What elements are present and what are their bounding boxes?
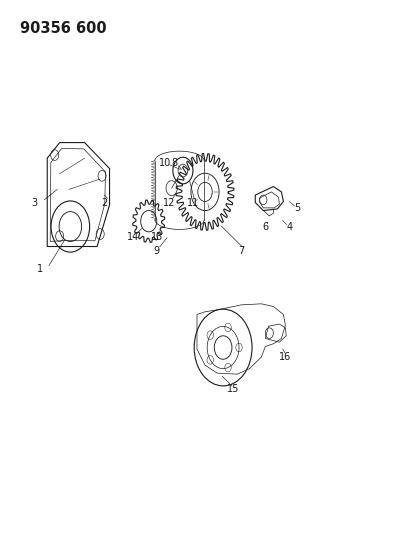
Text: 15: 15 [227, 384, 239, 394]
Text: 1: 1 [37, 264, 43, 274]
Text: 6: 6 [261, 222, 268, 231]
Text: 16: 16 [279, 352, 291, 362]
Text: 9: 9 [153, 246, 160, 255]
Text: 13: 13 [150, 232, 162, 242]
Text: 10: 10 [158, 158, 170, 167]
Text: 5: 5 [294, 203, 300, 213]
Text: 90356 600: 90356 600 [20, 21, 106, 36]
Text: 7: 7 [237, 246, 244, 255]
Text: 12: 12 [162, 198, 174, 207]
Text: 14: 14 [126, 232, 138, 242]
Text: 11: 11 [186, 198, 198, 207]
Text: 2: 2 [101, 198, 107, 207]
Text: 8: 8 [171, 158, 178, 167]
Text: 3: 3 [31, 198, 37, 207]
Text: 4: 4 [286, 222, 292, 231]
